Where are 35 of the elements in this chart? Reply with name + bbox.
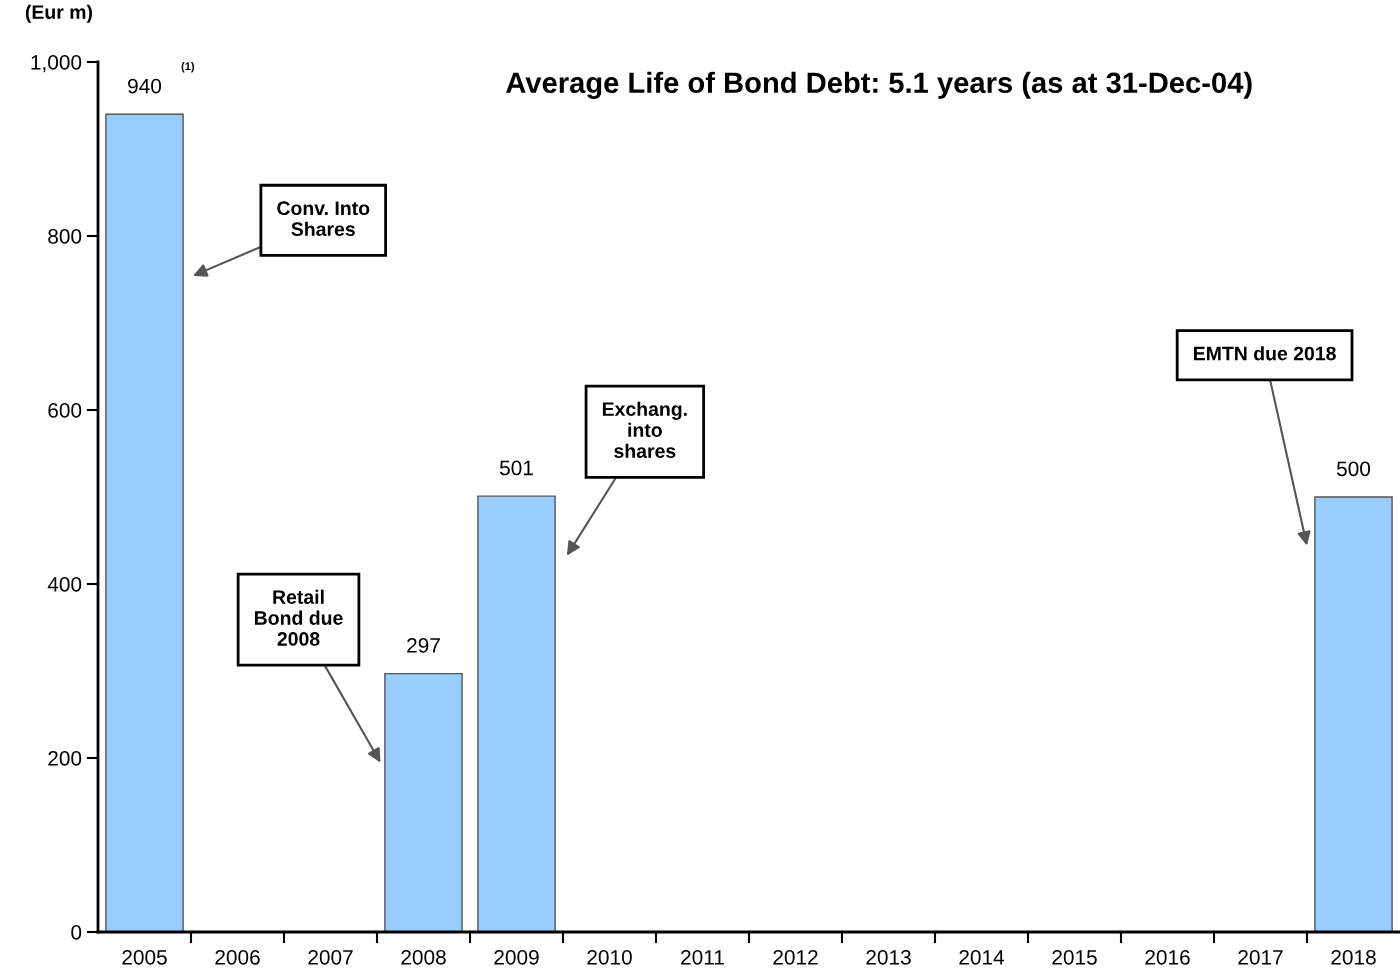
bar (384, 672, 463, 932)
data-label: 297 (407, 638, 440, 653)
x-tick-label: 2008 (401, 949, 446, 965)
data-label: 940 (128, 78, 162, 94)
bar (477, 495, 556, 932)
data-label: 501 (499, 460, 533, 476)
annotation: Retail Bond due 2008 (254, 589, 343, 646)
y-tick-label: 600 (48, 403, 82, 418)
x-tick-label: 2005 (122, 949, 167, 965)
y-tick-label: 400 (47, 577, 82, 592)
chart-title: Average Life of Bond Debt: 5.1 years (as at 31-Dec-04) (506, 71, 1252, 99)
annotation: Conv. Into Shares (277, 201, 370, 237)
x-tick-label: 2006 (215, 949, 260, 965)
x-tick-label: 2009 (494, 949, 539, 965)
x-tick-label: 2016 (1145, 949, 1190, 965)
y-tick-label: 200 (48, 751, 82, 766)
y-tick-label: 0 (71, 925, 82, 940)
x-tick-label: 2012 (773, 949, 818, 965)
x-tick-label: 2010 (587, 949, 632, 965)
annotation: EMTN due 2018 (1194, 346, 1336, 361)
annotation: (1) (181, 62, 195, 73)
x-tick-label: 2014 (959, 949, 1005, 965)
x-tick-label: 2011 (681, 949, 724, 965)
x-tick-label: 2015 (1052, 949, 1097, 965)
x-tick-label: 2017 (1238, 949, 1283, 965)
data-label: 500 (1336, 461, 1371, 477)
x-tick-label: 2018 (1331, 949, 1376, 965)
bar (1314, 496, 1393, 932)
bar (105, 113, 184, 932)
x-tick-label: 2007 (308, 949, 353, 965)
annotation: Exchang. into shares (602, 401, 687, 458)
y-tick-label: 800 (48, 229, 82, 244)
y-tick-label: 1,000 (31, 55, 82, 73)
y-axis-title: (Eur m) (25, 4, 92, 23)
x-tick-label: 2013 (866, 949, 911, 965)
